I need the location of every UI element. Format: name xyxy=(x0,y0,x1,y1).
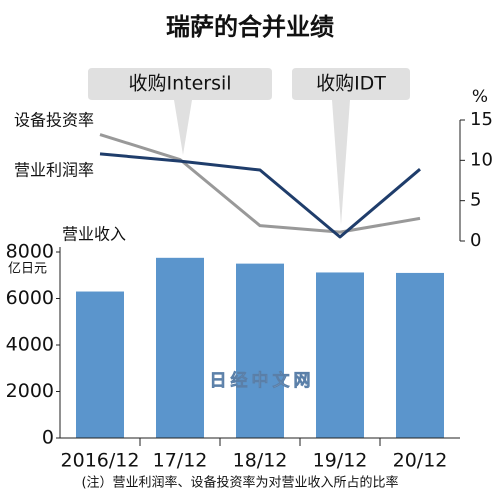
line-series xyxy=(99,152,421,239)
y-tick-label: 8000 xyxy=(6,241,54,263)
callout-box xyxy=(292,68,410,225)
x-tick-label: 2016/12 xyxy=(61,450,140,472)
bar xyxy=(236,263,284,438)
bar xyxy=(316,272,364,438)
y2-tick-label: 5 xyxy=(470,190,481,211)
watermark: 日经中文网 xyxy=(210,370,315,391)
plot: 0 5 10 15 0 2000 4000 6000 8000 2016/12 17/12 18/12… xyxy=(6,109,493,472)
y-tick-label: 6000 xyxy=(6,287,54,309)
annotation: 收购Intersil xyxy=(128,73,231,95)
x-tick-label: 20/12 xyxy=(393,450,448,472)
footnote: (注）营业利润率、设备投资率为对营业收入所占的比率 xyxy=(81,475,398,491)
legend-label: 设备投资率 xyxy=(14,111,94,130)
annotation: 收购IDT xyxy=(316,73,386,95)
legend-label: 营业收入 xyxy=(62,225,126,244)
y2-tick-label: 10 xyxy=(470,149,493,170)
bar xyxy=(396,272,444,438)
y-tick-label: 4000 xyxy=(6,334,54,356)
line-series xyxy=(99,133,421,234)
y2-tick-label: 15 xyxy=(470,109,493,130)
bar xyxy=(76,291,124,438)
x-tick-label: 17/12 xyxy=(153,450,208,472)
callout-box xyxy=(88,68,272,155)
x-tick-label: 19/12 xyxy=(313,450,368,472)
y-tick-label: 0 xyxy=(42,427,54,449)
y2-tick-label: 0 xyxy=(470,230,481,251)
x-tick-label: 18/12 xyxy=(233,450,288,472)
y-axis-label: 亿日元 xyxy=(8,262,47,277)
y-tick-label: 2000 xyxy=(6,380,54,402)
y2-axis-label: % xyxy=(472,87,488,107)
legend-label: 营业利润率 xyxy=(14,161,94,180)
bar xyxy=(156,257,204,438)
chart-title: 瑞萨的合并业绩 xyxy=(166,13,334,41)
